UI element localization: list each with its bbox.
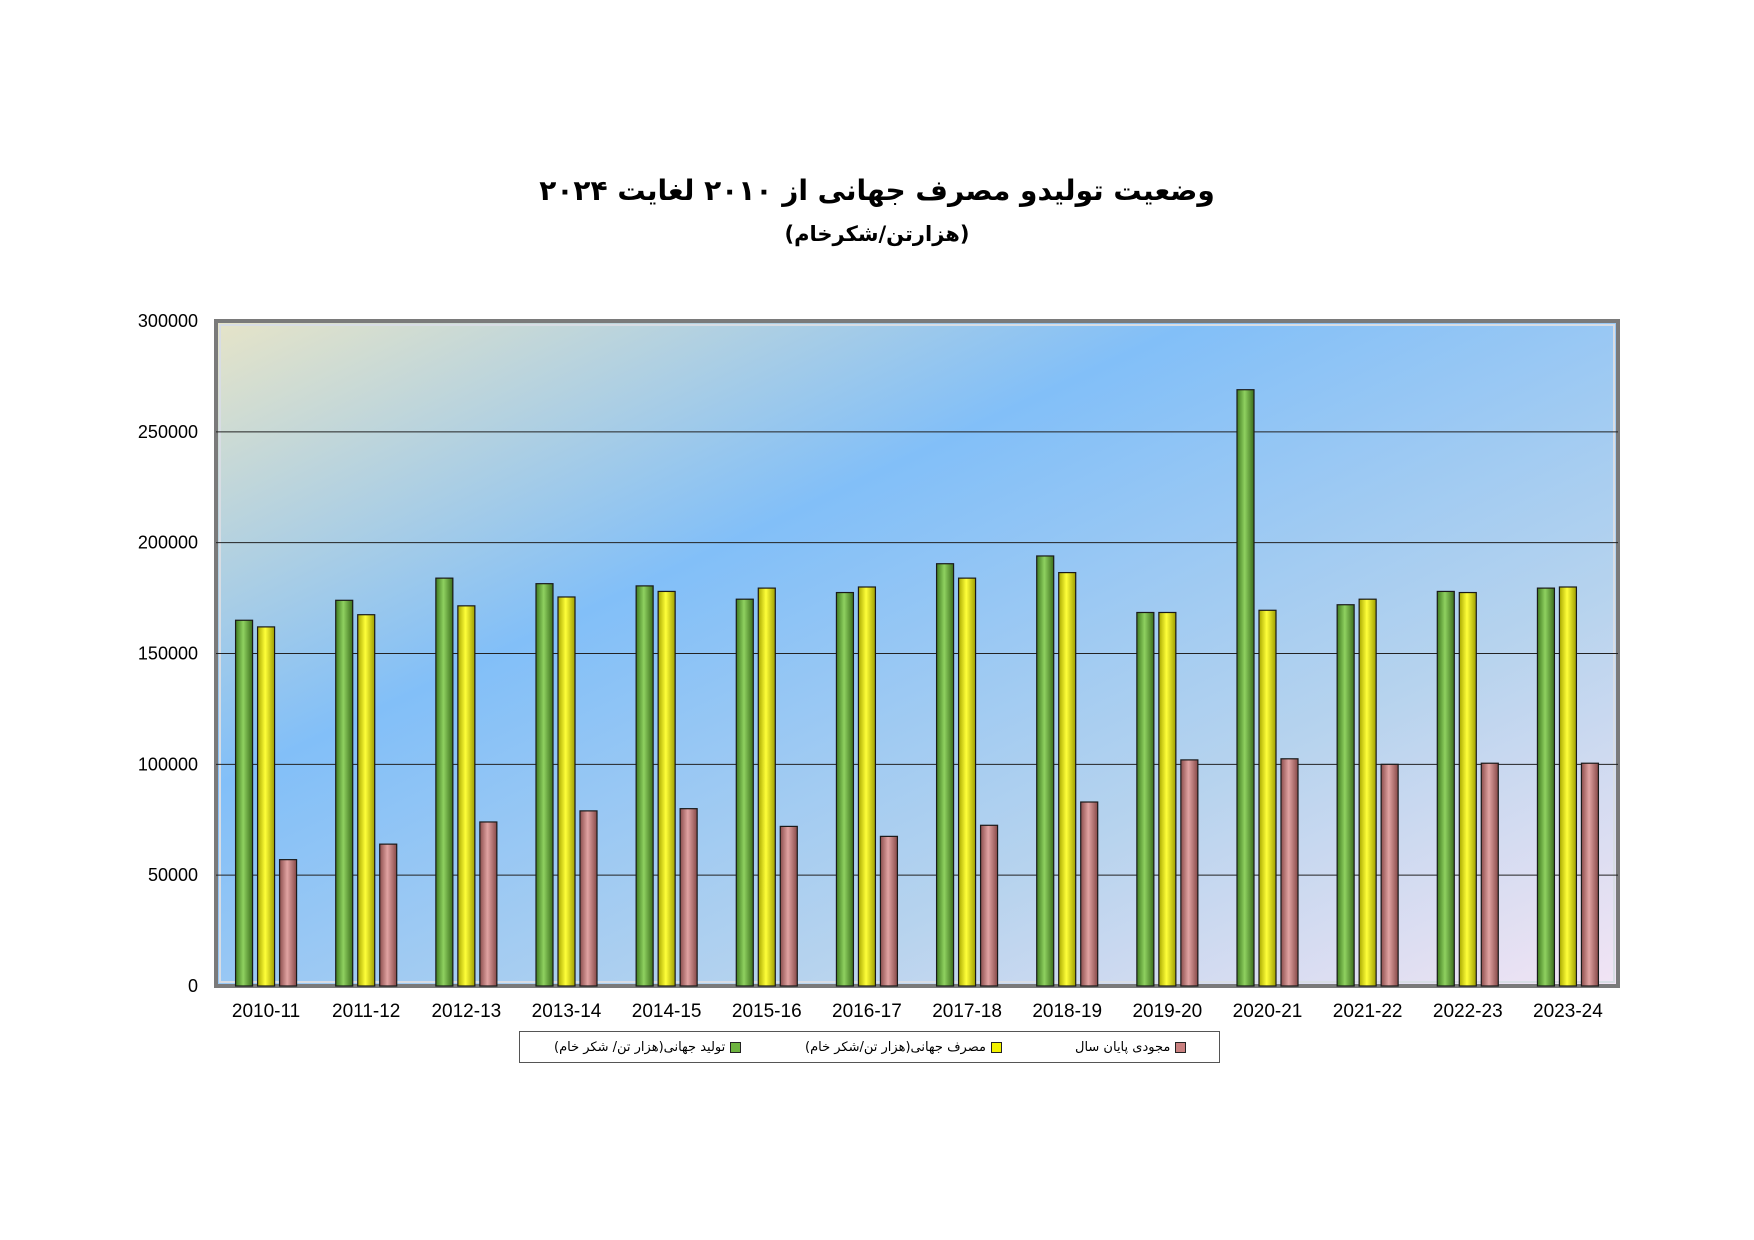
bar-consumption <box>557 596 576 987</box>
y-tick-label: 300000 <box>138 311 198 331</box>
x-tick-label: 2010-11 <box>232 1001 300 1022</box>
bar-production <box>535 583 554 987</box>
bar-consumption <box>957 577 977 987</box>
y-tick-label: 50000 <box>148 865 198 885</box>
legend-label-stock: مجودی پایان سال <box>1075 1039 1171 1055</box>
x-tick-label: 2017-18 <box>932 1001 1002 1022</box>
y-tick-label: 150000 <box>138 644 198 664</box>
legend-swatch-consumption <box>990 1041 1002 1053</box>
bar-production <box>935 563 955 987</box>
chart-title: وضعیت تولیدو مصرف جهانی از ۲۰۱۰ لغایت ۲۰… <box>539 174 1215 207</box>
bar-stock <box>479 821 498 987</box>
x-tick-label: 2012-13 <box>431 1001 501 1022</box>
bar-production <box>635 585 654 987</box>
bar-consumption <box>1258 609 1277 987</box>
bar-consumption <box>1558 586 1578 987</box>
bar-consumption <box>457 605 476 987</box>
legend-item-consumption: مصرف جهانی(هزار تن/شکر خام) <box>805 1032 1002 1062</box>
bar-stock <box>579 810 598 987</box>
x-tick-label: 2019-20 <box>1132 1001 1202 1022</box>
bar-stock <box>1580 762 1600 987</box>
bar-stock <box>679 808 698 987</box>
bar-consumption <box>1058 571 1077 987</box>
bar-production <box>1236 389 1255 987</box>
x-tick-label: 2020-21 <box>1233 1001 1303 1022</box>
bar-consumption <box>256 626 276 987</box>
x-tick-label: 2021-22 <box>1333 1001 1403 1022</box>
bar-stock <box>1380 763 1399 987</box>
bar-consumption <box>1458 591 1477 987</box>
bar-production <box>1536 587 1556 987</box>
x-tick-label: 2013-14 <box>532 1001 602 1022</box>
x-tick-label: 2022-23 <box>1433 1001 1503 1022</box>
bar-stock <box>278 859 298 987</box>
bar-production <box>835 591 855 987</box>
legend-swatch-stock <box>1175 1041 1187 1053</box>
y-tick-label: 100000 <box>138 754 198 774</box>
legend-swatch-production <box>730 1041 742 1053</box>
bar-consumption <box>657 590 676 987</box>
legend-item-production: تولید جهانی(هزار تن/ شکر خام) <box>554 1032 742 1062</box>
x-tick-label: 2023-24 <box>1533 1001 1603 1022</box>
y-tick-label: 250000 <box>138 422 198 442</box>
bar-stock <box>879 835 899 987</box>
bar-production <box>1436 590 1455 987</box>
bar-consumption <box>1158 611 1177 987</box>
bar-production <box>234 619 254 987</box>
legend-label-consumption: مصرف جهانی(هزار تن/شکر خام) <box>805 1039 986 1055</box>
x-tick-label: 2011-12 <box>332 1001 400 1022</box>
x-tick-label: 2015-16 <box>732 1001 802 1022</box>
bar-production <box>335 599 354 987</box>
bar-production <box>1336 604 1355 987</box>
chart-subtitle: (هزارتن/شکرخام) <box>784 222 970 246</box>
y-tick-label: 0 <box>188 976 198 996</box>
y-tick-label: 200000 <box>138 533 198 553</box>
bar-stock <box>379 843 398 987</box>
bar-stock <box>1180 759 1199 987</box>
x-tick-label: 2016-17 <box>832 1001 902 1022</box>
bar-stock <box>979 824 999 987</box>
bar-consumption <box>1358 598 1377 987</box>
bar-stock <box>1080 801 1099 987</box>
legend-item-stock: مجودی پایان سال <box>1075 1032 1187 1062</box>
bar-stock <box>1280 758 1299 987</box>
x-tick-label: 2014-15 <box>632 1001 702 1022</box>
bar-production <box>735 598 754 987</box>
legend-label-production: تولید جهانی(هزار تن/ شکر خام) <box>554 1039 726 1055</box>
bar-production <box>1136 611 1155 987</box>
bar-consumption <box>757 587 776 987</box>
bar-consumption <box>357 614 376 987</box>
chart-legend: تولید جهانی(هزار تن/ شکر خام) مصرف جهانی… <box>519 1031 1220 1063</box>
bar-stock <box>1480 762 1499 987</box>
bar-consumption <box>857 586 877 987</box>
bar-production <box>435 577 454 987</box>
bar-stock <box>779 825 798 987</box>
bar-production <box>1036 555 1055 987</box>
x-tick-label: 2018-19 <box>1032 1001 1102 1022</box>
